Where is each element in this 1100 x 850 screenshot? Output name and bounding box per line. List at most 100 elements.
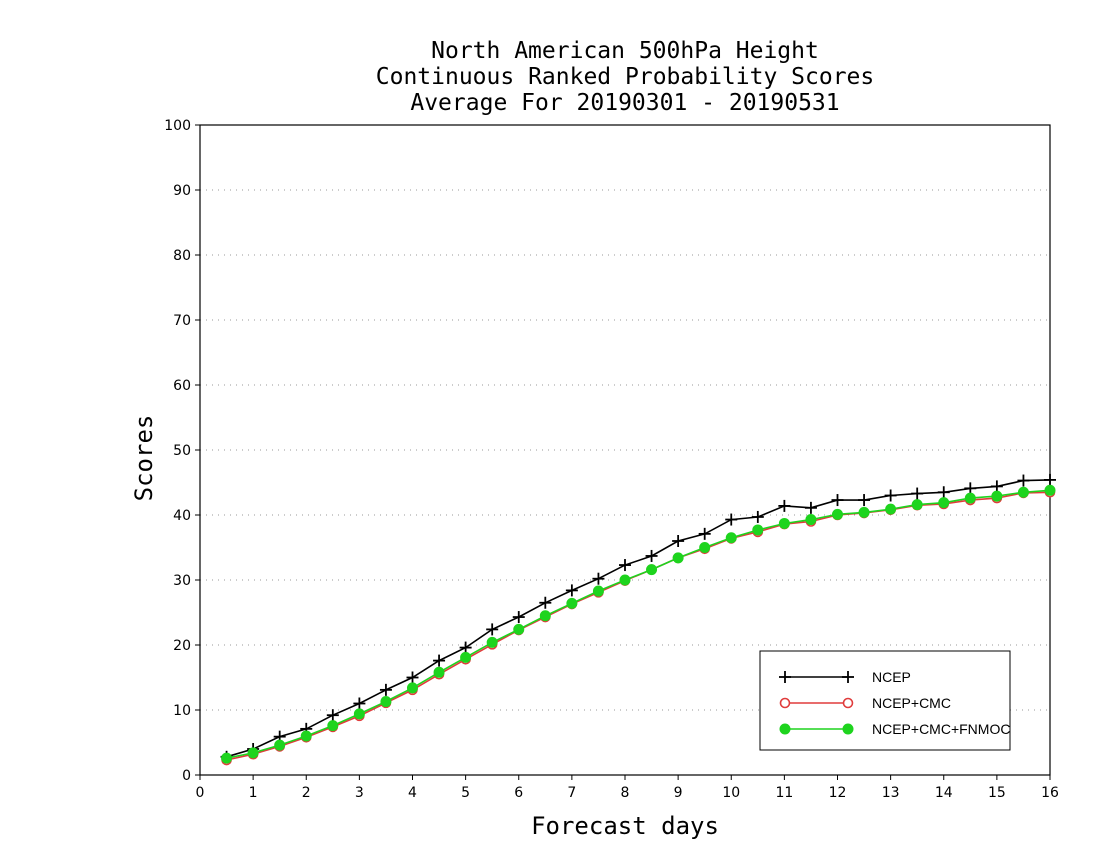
data-point <box>221 752 233 764</box>
data-point <box>512 611 525 624</box>
data-point <box>778 499 791 512</box>
data-point <box>964 482 977 495</box>
data-point <box>433 654 446 667</box>
data-point <box>884 489 897 502</box>
data-point <box>725 513 738 526</box>
chart-title-line-1: North American 500hPa Height <box>431 38 819 64</box>
data-point <box>513 623 525 635</box>
y-tick-label: 30 <box>173 573 191 589</box>
chart-title-line-3: Average For 20190301 - 20190531 <box>410 90 840 116</box>
data-series <box>220 473 1056 766</box>
y-tick-label: 100 <box>164 118 191 134</box>
data-point <box>751 510 764 523</box>
data-point <box>1044 484 1056 496</box>
data-point <box>779 697 791 709</box>
data-point <box>433 666 445 678</box>
data-point <box>672 535 685 547</box>
data-point <box>699 542 711 553</box>
data-point <box>804 501 817 514</box>
data-point <box>964 492 976 504</box>
data-point <box>842 671 854 683</box>
data-point <box>885 503 897 515</box>
x-tick-label: 12 <box>829 785 847 801</box>
data-point <box>247 747 259 759</box>
y-tick-label: 10 <box>173 703 191 719</box>
data-point <box>646 564 658 576</box>
data-point <box>842 723 854 735</box>
legend-label: NCEP+CMC <box>872 695 951 711</box>
y-tick-label: 80 <box>173 248 191 264</box>
y-tick-label: 50 <box>173 443 191 459</box>
data-point <box>1044 473 1056 486</box>
y-tick-label: 70 <box>173 313 191 329</box>
data-point <box>300 730 312 742</box>
legend: NCEP NCEP+CMC NCEP+CMC+FNMOC <box>759 650 1011 751</box>
data-point <box>539 610 551 622</box>
data-point <box>327 720 339 732</box>
data-point <box>778 517 790 529</box>
y-tick-label: 60 <box>173 378 191 394</box>
data-point <box>911 499 923 511</box>
data-point <box>459 641 472 654</box>
data-point <box>672 552 684 564</box>
data-point <box>858 494 871 507</box>
legend-entry: NCEP <box>779 669 911 685</box>
data-point <box>1017 486 1029 498</box>
legend-entry: NCEP+CMC+FNMOC <box>779 721 1010 737</box>
data-point <box>566 597 578 609</box>
data-point <box>353 708 365 720</box>
data-point <box>725 532 737 544</box>
x-tick-label: 13 <box>882 785 900 801</box>
legend-box <box>759 650 1011 751</box>
data-point <box>406 671 419 684</box>
x-tick-label: 2 <box>302 785 311 801</box>
x-tick-label: 14 <box>935 785 953 801</box>
x-tick-label: 4 <box>408 785 417 801</box>
x-tick-label: 3 <box>355 785 364 801</box>
data-point <box>460 651 472 663</box>
data-point <box>1017 474 1030 487</box>
data-point <box>565 584 578 597</box>
data-point <box>991 490 1003 502</box>
data-point <box>407 682 418 694</box>
series-2 <box>221 484 1056 764</box>
data-point <box>486 623 499 636</box>
data-point <box>592 585 604 597</box>
x-tick-label: 6 <box>514 785 523 801</box>
y-tick-label: 90 <box>173 183 191 199</box>
data-point <box>779 723 791 735</box>
data-point <box>698 527 711 540</box>
y-axis-title: Scores <box>130 415 158 502</box>
y-tick-label: 0 <box>182 768 191 784</box>
legend-label: NCEP <box>872 669 911 685</box>
x-tick-label: 15 <box>988 785 1006 801</box>
x-tick-label: 16 <box>1041 785 1059 801</box>
data-point <box>353 697 366 710</box>
x-axis-title: Forecast days <box>531 812 719 840</box>
chart-title-line-2: Continuous Ranked Probability Scores <box>375 64 875 90</box>
x-tick-label: 1 <box>249 785 258 801</box>
data-point <box>619 574 631 586</box>
x-tick-label: 0 <box>196 785 205 801</box>
data-point <box>486 636 498 648</box>
data-point <box>274 739 286 751</box>
y-tick-label: 40 <box>173 508 191 524</box>
data-point <box>938 497 950 509</box>
data-point <box>805 514 817 526</box>
data-point <box>326 709 339 722</box>
data-point <box>752 524 764 536</box>
x-tick-label: 8 <box>621 785 630 801</box>
data-point <box>858 506 870 518</box>
data-point <box>842 697 854 709</box>
data-point <box>990 480 1003 493</box>
data-point <box>937 486 950 499</box>
gridlines <box>200 189 1050 711</box>
legend-label: NCEP+CMC+FNMOC <box>872 721 1010 737</box>
data-point <box>619 559 631 572</box>
x-tick-label: 5 <box>461 785 470 801</box>
legend-entry: NCEP+CMC <box>779 695 951 711</box>
data-point <box>380 696 392 708</box>
data-point <box>832 508 843 520</box>
